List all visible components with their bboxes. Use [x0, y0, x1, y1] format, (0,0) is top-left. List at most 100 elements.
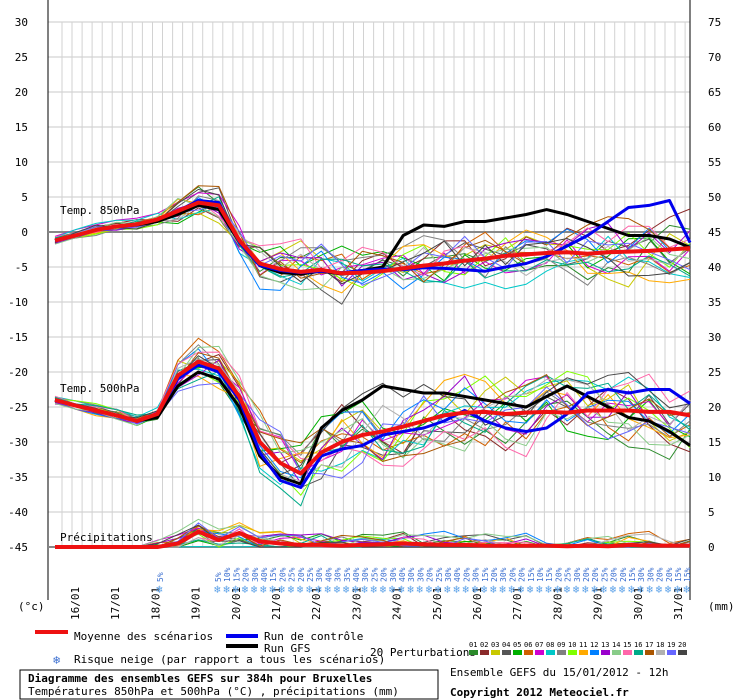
pert-swatch — [491, 650, 500, 655]
snowflake-icon: ❄ — [481, 583, 488, 596]
right-tick-label: 5 — [708, 506, 715, 519]
snowflake-icon: ❄ — [591, 583, 598, 596]
snow-risk-label: 30% — [416, 567, 425, 582]
x-tick-label: 18/01 — [149, 587, 162, 620]
snowflake-icon: ❄ — [223, 583, 230, 596]
snowflake-icon: ❄ — [232, 583, 239, 596]
snowflake-icon: ❄ — [619, 583, 626, 596]
chart-title: Diagramme des ensembles GEFS sur 384h po… — [28, 672, 372, 685]
title-box — [19, 669, 439, 700]
snowflake-icon: ❄ — [306, 583, 313, 596]
snowflake-icon: ❄ — [352, 583, 359, 596]
pert-number: 02 — [480, 641, 488, 649]
perturbation-line — [54, 195, 691, 286]
snowflake-icon: ❄ — [554, 583, 561, 596]
snow-risk-label: 30% — [637, 567, 646, 582]
pert-swatch — [524, 650, 533, 655]
snow-risk-label: 35% — [343, 567, 352, 582]
label-t500: Temp. 500hPa — [60, 382, 139, 395]
snow-risk-label: 20% — [619, 567, 628, 582]
snow-risk-label: 10% — [536, 567, 545, 582]
snow-risk-label: 30% — [334, 567, 343, 582]
snowflake-icon: ❄ — [407, 583, 414, 596]
snowflake-icon: ❄ — [370, 583, 377, 596]
snow-risk-label: 20% — [426, 567, 435, 582]
pert-swatch — [480, 650, 489, 655]
pert-swatch — [546, 650, 555, 655]
left-tick-label: -10 — [8, 296, 28, 309]
pert-number: 15 — [623, 641, 631, 649]
snowflake-icon: ❄ — [324, 583, 331, 596]
pert-number: 20 — [678, 641, 686, 649]
snow-risk-label: 15% — [269, 567, 278, 582]
right-axis-unit: (mm) — [708, 600, 735, 613]
snow-risk-label: 25% — [435, 567, 444, 582]
snowflake-icon: ❄ — [343, 583, 350, 596]
pert-swatch — [469, 650, 478, 655]
snowflake-icon: ❄ — [242, 583, 249, 596]
pert-number: 10 — [568, 641, 576, 649]
snowflake-icon: ❄ — [499, 583, 506, 596]
pert-number: 14 — [612, 641, 620, 649]
snow-risk-label: 40% — [352, 567, 361, 582]
pert-number: 13 — [601, 641, 609, 649]
snowflake-icon: ❄ — [453, 583, 460, 596]
run-info: Ensemble GEFS du 15/01/2012 - 12h — [450, 666, 669, 679]
snowflake-icon: ❄ — [389, 583, 396, 596]
right-tick-label: 0 — [708, 541, 715, 554]
right-tick-label: 10 — [708, 471, 721, 484]
left-tick-label: 25 — [15, 51, 28, 64]
snowflake-icon: ❄ — [297, 583, 304, 596]
right-tick-label: 75 — [708, 16, 721, 29]
snowflake-icon: ❄ — [361, 583, 368, 596]
t500-mean-line — [54, 359, 691, 476]
pert-number: 16 — [634, 641, 642, 649]
snowflake-icon: ❄ — [156, 583, 163, 596]
snow-risk-label: 30% — [472, 567, 481, 582]
snow-risk-label: 40% — [324, 567, 333, 582]
legend-mean-label: Moyenne des scénarios — [74, 630, 213, 643]
snow-risk-label: 10% — [223, 567, 232, 582]
x-tick-label: 24/01 — [391, 587, 404, 620]
pert-swatch — [601, 650, 610, 655]
snow-risk-label: 25% — [600, 567, 609, 582]
pert-swatch — [667, 650, 676, 655]
right-tick-label: 35 — [708, 296, 721, 309]
left-tick-label: 15 — [15, 121, 28, 134]
left-tick-label: 0 — [21, 226, 28, 239]
left-tick-label: 5 — [21, 191, 28, 204]
snowflake-icon: ❄ — [674, 583, 681, 596]
x-tick-label: 30/01 — [632, 587, 645, 620]
x-tick-label: 19/01 — [190, 587, 203, 620]
legend-perturbations-label: 20 Perturbations — [370, 646, 476, 659]
snow-risk-label: 30% — [315, 567, 324, 582]
snow-risk-label: 40% — [453, 567, 462, 582]
snowflake-icon: ❄ — [334, 583, 341, 596]
legend-gfs-label: Run GFS — [264, 642, 310, 655]
snowflake-icon: ❄ — [508, 583, 515, 596]
snow-risk-label: 5% — [214, 572, 223, 582]
pert-swatch — [678, 650, 687, 655]
snowflake-icon: ❄ — [278, 583, 285, 596]
snowflake-icon: ❄ — [490, 583, 497, 596]
right-tick-label: 70 — [708, 51, 721, 64]
snow-risk-label: 20% — [518, 567, 527, 582]
x-tick-label: 31/01 — [672, 587, 685, 620]
snow-risk-label: 25% — [306, 567, 315, 582]
left-tick-label: 20 — [15, 86, 28, 99]
snowflake-icon: ❄ — [610, 583, 617, 596]
snowflake-icon: ❄ — [564, 583, 571, 596]
snowflake-icon: ❄ — [288, 583, 295, 596]
snow-risk-label: 20% — [591, 567, 600, 582]
left-tick-label: -30 — [8, 436, 28, 449]
precip-mean-line — [55, 529, 690, 549]
snowflake-icon: ❄ — [665, 583, 672, 596]
snowflake-icon: ❄ — [53, 653, 60, 667]
x-tick-label: 27/01 — [511, 587, 524, 620]
pert-number: 05 — [513, 641, 521, 649]
left-tick-label: -40 — [8, 506, 28, 519]
pert-swatch — [623, 650, 632, 655]
snowflake-icon: ❄ — [214, 583, 221, 596]
snowflake-icon: ❄ — [600, 583, 607, 596]
